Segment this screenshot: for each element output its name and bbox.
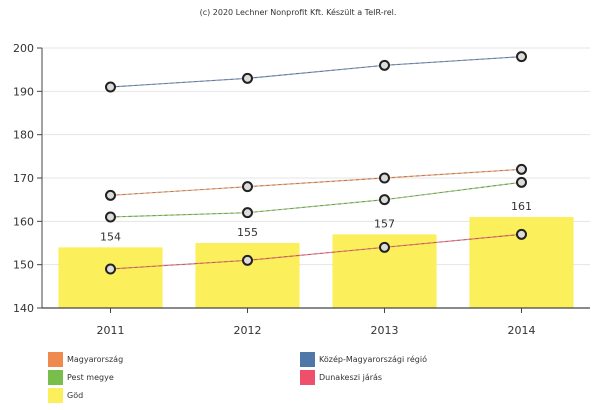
legend-item-dunakeszi-jaras: Dunakeszi járás bbox=[300, 369, 383, 385]
series-lines bbox=[105, 51, 527, 275]
data-point bbox=[516, 228, 527, 240]
y-tick-label: 170 bbox=[13, 172, 34, 185]
chart-title: (c) 2020 Lechner Nonprofit Kft. Készült … bbox=[199, 8, 397, 17]
bar-value-label: 157 bbox=[374, 217, 395, 230]
data-point bbox=[379, 194, 390, 206]
legend-label: Dunakeszi járás bbox=[319, 372, 383, 382]
legend-label: Pest megye bbox=[67, 372, 114, 382]
data-point bbox=[379, 172, 390, 184]
legend-swatch bbox=[48, 387, 63, 403]
data-point bbox=[105, 189, 116, 201]
bar-value-label: 161 bbox=[511, 200, 532, 213]
series-line-overlay bbox=[110, 56, 522, 88]
bar-value-label: 155 bbox=[237, 226, 258, 239]
legend-item-magyarorszag: Magyarország bbox=[48, 351, 124, 367]
legend-swatch bbox=[300, 351, 315, 367]
legend-label: Göd bbox=[67, 390, 84, 400]
bar-value-label: 154 bbox=[100, 230, 121, 243]
y-tick-label: 140 bbox=[13, 302, 34, 315]
legend-item-god: Göd bbox=[48, 387, 84, 403]
data-point bbox=[516, 163, 527, 175]
bar bbox=[58, 247, 163, 308]
x-tick-label: 2014 bbox=[508, 324, 536, 337]
series-line bbox=[110, 233, 522, 270]
y-tick-label: 190 bbox=[13, 85, 34, 98]
data-point bbox=[242, 181, 253, 193]
y-tick-label: 200 bbox=[13, 42, 34, 55]
chart: 154 155 157 161 140 150 160 170 180 190 200 2011 20… bbox=[13, 42, 590, 337]
legend-label: Közép-Magyarországi régió bbox=[319, 354, 427, 364]
series-line bbox=[110, 181, 522, 218]
data-point bbox=[242, 207, 253, 219]
legend-swatch bbox=[48, 351, 63, 367]
bars: 154 155 157 161 bbox=[58, 200, 574, 308]
data-point bbox=[105, 81, 116, 93]
x-tick-label: 2012 bbox=[234, 324, 262, 337]
data-point bbox=[379, 59, 390, 71]
legend-swatch bbox=[300, 369, 315, 385]
data-point bbox=[242, 72, 253, 84]
legend-item-pest-megye: Pest megye bbox=[48, 369, 114, 385]
y-tick-label: 160 bbox=[13, 215, 34, 228]
x-tick-label: 2011 bbox=[97, 324, 125, 337]
data-point bbox=[242, 254, 253, 266]
y-tick-label: 180 bbox=[13, 129, 34, 142]
series-line-overlay bbox=[110, 233, 522, 270]
data-point bbox=[105, 263, 116, 275]
bar bbox=[195, 243, 300, 308]
legend-swatch bbox=[48, 369, 63, 385]
data-point bbox=[516, 176, 527, 188]
x-tick-label: 2013 bbox=[371, 324, 399, 337]
data-point bbox=[516, 51, 527, 63]
y-tick-label: 150 bbox=[13, 259, 34, 272]
legend-item-kozep-magyarorszagi-regio: Közép-Magyarországi régió bbox=[300, 351, 427, 367]
data-point bbox=[379, 241, 390, 253]
legend-label: Magyarország bbox=[67, 354, 124, 364]
series-line-overlay bbox=[110, 168, 522, 196]
data-point bbox=[105, 211, 116, 223]
axes: 140 150 160 170 180 190 200 2011 2012 2013 2014 bbox=[13, 42, 590, 337]
series-line-overlay bbox=[110, 181, 522, 218]
